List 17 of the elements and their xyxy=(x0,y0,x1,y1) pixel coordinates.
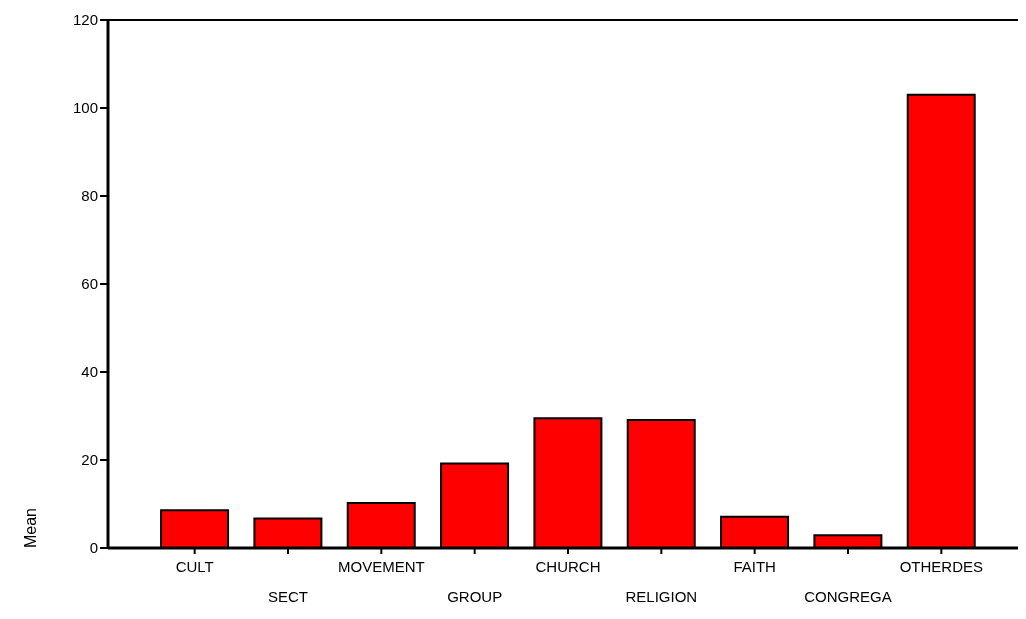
y-tick-label: 80 xyxy=(81,187,98,205)
x-tick-label: CONGREGA xyxy=(804,588,892,605)
y-tick-label: 120 xyxy=(72,11,98,29)
x-tick-label: RELIGION xyxy=(625,588,698,605)
x-tick-label: MOVEMENT xyxy=(338,558,425,575)
x-tick-label: SECT xyxy=(267,588,309,605)
y-axis-title: Mean xyxy=(22,507,39,548)
x-tick-label: CHURCH xyxy=(535,558,601,575)
y-tick-label: 60 xyxy=(81,275,98,293)
y-tick-label: 100 xyxy=(72,99,98,117)
x-tick-label: GROUP xyxy=(447,588,503,605)
y-tick-label: 20 xyxy=(81,451,98,469)
x-tick-label: CULT xyxy=(175,558,214,575)
x-tick-label: FAITH xyxy=(733,558,776,575)
x-tick-label: OTHERDES xyxy=(899,558,984,575)
y-tick-label: 0 xyxy=(89,539,98,557)
y-tick-label: 40 xyxy=(81,363,98,381)
